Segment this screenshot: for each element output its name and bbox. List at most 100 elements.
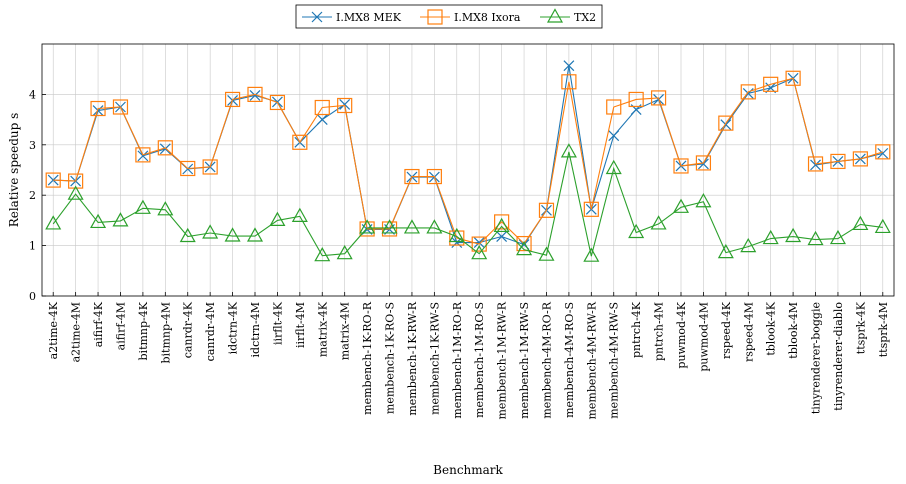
- data-point: [606, 99, 622, 115]
- data-point: [717, 243, 734, 259]
- data-point: [516, 235, 532, 252]
- data-point: [473, 237, 485, 249]
- data-point: [740, 84, 756, 100]
- data-point: [561, 74, 577, 90]
- x-tick-label: idctrn-4K: [227, 301, 240, 354]
- series-group: [45, 60, 891, 262]
- data-point: [112, 99, 129, 115]
- data-point: [807, 156, 824, 172]
- data-point: [829, 229, 846, 245]
- data-point: [134, 199, 151, 214]
- x-tick-label: tinyrenderer-boggie: [810, 302, 823, 414]
- x-tick-label: matrix-4K: [316, 301, 329, 357]
- y-tick-label: 4: [29, 88, 36, 101]
- data-point: [427, 9, 443, 25]
- data-point: [852, 151, 868, 167]
- data-point: [807, 230, 824, 246]
- x-tick-label: membench-4M-RW-S: [608, 302, 621, 419]
- data-point: [202, 224, 219, 239]
- x-tick-label: pntrch-4K: [630, 301, 643, 358]
- grid-lines: [42, 44, 894, 297]
- data-point: [249, 89, 261, 101]
- plot-area: [41, 43, 895, 297]
- x-tick-label: membench-4M-RO-R: [540, 301, 553, 418]
- data-point: [381, 219, 398, 234]
- data-point: [224, 91, 241, 108]
- x-tick-label: rspeed-4K: [720, 301, 733, 359]
- data-point: [560, 143, 577, 158]
- data-point: [718, 115, 734, 131]
- data-point: [583, 247, 600, 262]
- data-point: [45, 215, 62, 230]
- series: [45, 70, 891, 252]
- x-tick-label: membench-1K-RO-R: [361, 301, 374, 415]
- data-point: [359, 219, 376, 234]
- data-point: [448, 227, 465, 243]
- x-tick-label: idctrn-4M: [249, 302, 262, 357]
- legend-entry: I.MX8 MEK: [336, 11, 402, 24]
- data-point: [314, 246, 331, 262]
- data-point: [762, 229, 779, 245]
- x-tick-label: rspeed-4M: [742, 302, 755, 362]
- data-point: [90, 213, 107, 229]
- x-tick-label: iirflt-4M: [294, 302, 307, 348]
- data-point: [92, 105, 104, 116]
- data-point: [291, 207, 308, 222]
- data-point: [471, 236, 487, 252]
- data-point: [381, 221, 398, 237]
- data-point: [810, 159, 821, 171]
- x-tick-label: bitmnp-4M: [159, 302, 172, 364]
- x-tick-label: aifirf-4M: [114, 302, 127, 350]
- data-point: [68, 173, 84, 189]
- data-point: [224, 227, 241, 242]
- legend-entry: TX2: [574, 11, 596, 24]
- data-point: [650, 90, 667, 106]
- series-line: [53, 65, 883, 246]
- data-point: [157, 201, 174, 216]
- data-point: [269, 211, 286, 226]
- data-point: [494, 214, 510, 230]
- x-tick-label: membench-1M-RO-R: [451, 301, 464, 418]
- data-point: [583, 201, 599, 217]
- data-point: [336, 244, 353, 260]
- y-axis: 0 1 2 3 4: [29, 88, 46, 303]
- data-point: [516, 240, 533, 256]
- x-tick-label: membench-1K-RO-S: [384, 302, 397, 414]
- data-point: [45, 172, 61, 188]
- x-tick-label: a2time-4M: [70, 302, 83, 362]
- y-axis-label: Relative speedup s: [7, 113, 21, 228]
- data-point: [202, 159, 218, 175]
- x-tick-label: matrix-4M: [339, 302, 352, 360]
- series: [45, 143, 891, 262]
- x-axis: a2time-4K a2time-4M aifirf-4K aifirf-4M bitm…: [47, 292, 890, 420]
- x-tick-label: iirflt-4K: [271, 301, 284, 345]
- data-point: [608, 130, 620, 142]
- data-point: [426, 219, 443, 234]
- data-point: [496, 231, 508, 242]
- data-point: [650, 215, 667, 230]
- data-point: [311, 11, 323, 23]
- data-point: [493, 217, 510, 233]
- data-point: [247, 86, 263, 103]
- x-tick-label: canrdr-4K: [182, 301, 195, 358]
- x-tick-label: ttsprk-4K: [854, 301, 867, 354]
- x-tick-label: ttsprk-4M: [877, 302, 890, 357]
- data-point: [180, 160, 196, 177]
- x-tick-label: tinyrenderer-diablo: [832, 302, 845, 411]
- x-tick-label: puwmod-4K: [675, 301, 688, 368]
- x-tick-label: membench-1M-RW-R: [496, 301, 509, 419]
- x-tick-label: membench-4M-RO-S: [563, 302, 576, 418]
- data-point: [135, 147, 151, 163]
- data-point: [269, 94, 286, 111]
- x-tick-label: aifirf-4K: [92, 301, 105, 347]
- x-tick-label: pntrch-4M: [653, 302, 666, 361]
- data-point: [337, 97, 353, 114]
- data-point: [179, 227, 196, 243]
- x-tick-label: membench-4M-RW-R: [585, 301, 598, 419]
- data-point: [740, 237, 757, 253]
- data-point: [471, 244, 488, 260]
- data-point: [137, 150, 149, 162]
- series-line: [53, 77, 883, 245]
- data-point: [695, 155, 712, 171]
- data-point: [157, 140, 173, 156]
